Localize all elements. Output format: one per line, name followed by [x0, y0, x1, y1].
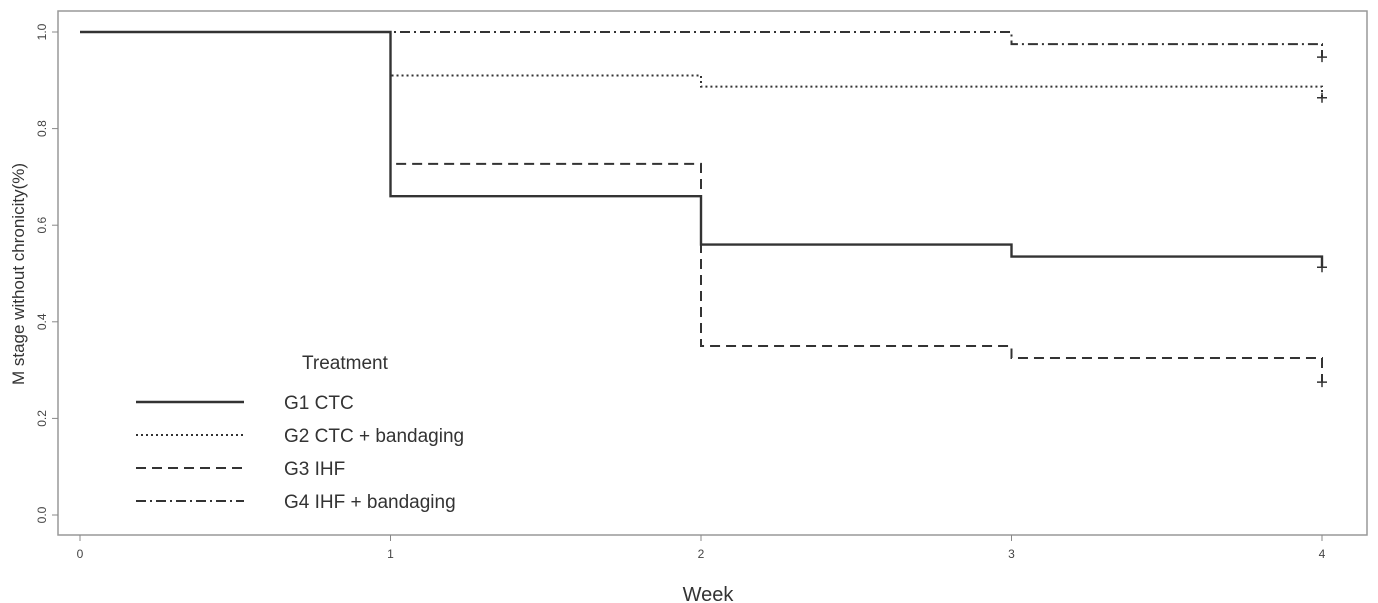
- series-3: [80, 31, 1327, 388]
- y-tick-label: 0.8: [35, 120, 49, 137]
- y-tick-label: 1.0: [35, 23, 49, 40]
- x-tick-label: 2: [698, 547, 705, 561]
- legend-label: G4 IHF + bandaging: [284, 492, 456, 513]
- legend-item: G2 CTC + bandaging: [136, 426, 464, 447]
- series-layer: [80, 30, 1327, 388]
- series-1: [80, 30, 1327, 273]
- censor-mark: [1317, 377, 1327, 388]
- legend-items: G1 CTC G2 CTC + bandaging G3 IHF G4 IHF + b…: [136, 393, 464, 513]
- y-tick-label: 0.4: [35, 313, 49, 330]
- legend-label: G2 CTC + bandaging: [284, 426, 464, 447]
- legend: Treatment G1 CTC G2 CTC + bandaging G3 IHF…: [136, 353, 464, 513]
- x-axis: 0 1 2 3 4: [77, 535, 1326, 561]
- y-axis-title: M stage without chronicity(%): [9, 163, 28, 385]
- plot-frame: [57, 10, 1368, 536]
- legend-item: G1 CTC: [136, 393, 354, 414]
- x-axis-title: Week: [683, 584, 735, 603]
- series-line: [80, 31, 1323, 98]
- y-tick-label: 0.6: [35, 217, 49, 234]
- series-2: [80, 31, 1327, 103]
- legend-item: G3 IHF: [136, 459, 345, 480]
- legend-label: G3 IHF: [284, 459, 345, 480]
- y-tick-label: 0.0: [35, 506, 49, 523]
- series-line: [80, 31, 1323, 58]
- x-tick-label: 3: [1008, 547, 1015, 561]
- legend-label: G1 CTC: [284, 393, 354, 414]
- legend-item: G4 IHF + bandaging: [136, 492, 456, 513]
- y-axis: 0.0 0.2 0.4 0.6 0.8 1.0: [35, 23, 59, 523]
- censor-mark: [1317, 262, 1327, 273]
- x-tick-label: 4: [1319, 547, 1326, 561]
- legend-title: Treatment: [302, 353, 389, 374]
- series-4: [80, 31, 1327, 63]
- censor-mark: [1317, 52, 1327, 63]
- x-tick-label: 1: [387, 547, 394, 561]
- series-line: [80, 31, 1323, 383]
- x-tick-label: 0: [77, 547, 84, 561]
- y-tick-label: 0.2: [35, 410, 49, 427]
- censor-mark: [1317, 92, 1327, 103]
